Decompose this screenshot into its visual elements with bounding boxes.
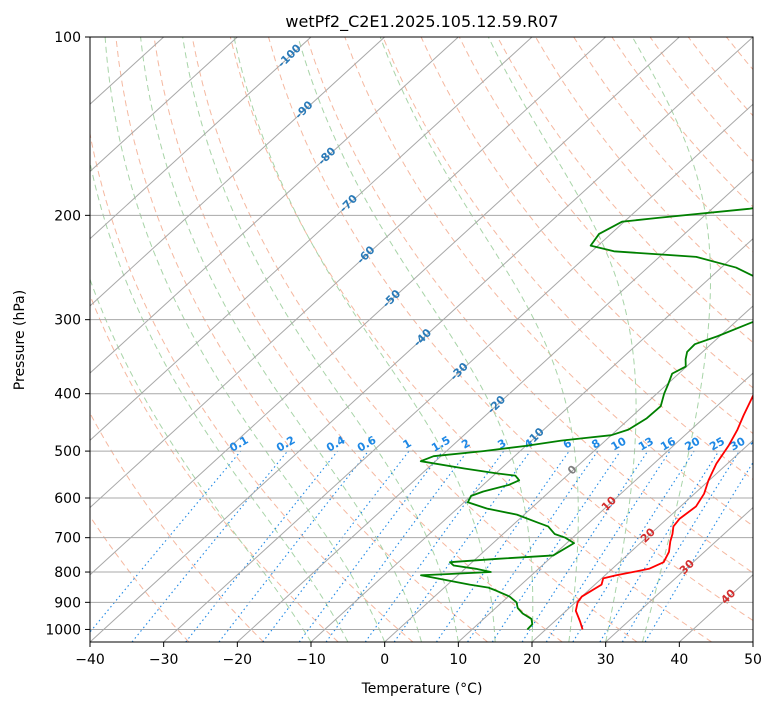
mixing-ratio-line [185, 450, 338, 642]
plot-area: -100-90-80-70-60-50-40-30-20-10010203040… [90, 37, 775, 642]
dry-adiabat [497, 37, 753, 344]
moist-adiabat [297, 37, 534, 642]
isotherm-label: -100 [275, 41, 304, 70]
dry-adiabat [90, 412, 264, 642]
moist-adiabat [104, 37, 386, 642]
y-tick-label: 200 [54, 208, 81, 224]
dry-adiabat [90, 131, 414, 642]
mixing-ratio-line [599, 450, 720, 642]
moist-adiabat [182, 37, 459, 642]
y-tick-label: 400 [54, 387, 81, 403]
y-tick-label: 500 [54, 444, 81, 460]
mixing-ratio-line [491, 450, 621, 642]
dry-adiabat [268, 37, 753, 622]
profile-lines [419, 207, 753, 631]
x-tick-label: 50 [744, 652, 762, 668]
dewpoint-line [419, 207, 753, 631]
y-tick-label: 1000 [45, 622, 81, 638]
dry-adiabat [765, 37, 775, 642]
isotherms [90, 37, 753, 642]
mixing-ratio-line [364, 450, 505, 642]
chart-title: wetPf2_C2E1.2025.105.12.59.R07 [285, 12, 558, 32]
isotherm [384, 305, 753, 642]
mixing-ratio-label: 36 [748, 434, 768, 453]
mixing-ratio-line [521, 450, 649, 642]
isotherm [90, 37, 386, 307]
dry-adiabat [573, 37, 753, 253]
x-tick-label: −30 [149, 652, 179, 668]
mixing-ratio-line [545, 450, 671, 642]
isotherm [310, 237, 753, 642]
isotherm [90, 37, 680, 576]
isotherm [605, 506, 753, 642]
moist-adiabat [140, 37, 422, 642]
dry-adiabat [420, 37, 753, 435]
y-tick-label: 100 [54, 30, 81, 46]
y-axis-label: Pressure (hPa) [12, 290, 28, 390]
isotherm [90, 37, 607, 509]
mixing-ratio-line [298, 450, 444, 642]
mixing-ratio-line [218, 450, 369, 642]
moist-adiabat [631, 37, 712, 642]
isotherm [457, 372, 753, 642]
x-axis: −40 −30 −20 −10 0 10 20 30 40 50 [75, 642, 762, 668]
isotherm [90, 37, 312, 240]
isotherm [752, 641, 753, 642]
moist-adiabat [90, 277, 312, 642]
x-tick-label: −10 [296, 652, 326, 668]
moist-adiabat [487, 37, 637, 642]
moist-adiabat [90, 160, 349, 642]
isotherm [531, 439, 753, 642]
isotherm [163, 103, 753, 642]
dry-adiabat [306, 37, 753, 574]
dry-adiabat [115, 37, 488, 642]
mixing-ratio-label: 1 [401, 437, 414, 452]
dry-adiabat [153, 37, 563, 642]
temperature-line [574, 393, 753, 630]
dry-adiabat [687, 37, 753, 117]
y-tick-label: 700 [54, 531, 81, 547]
dry-adiabat [90, 293, 339, 642]
isotherm [90, 37, 533, 442]
isotherm [90, 37, 238, 173]
isotherm [90, 37, 753, 642]
mixing-ratio-line [262, 450, 410, 642]
y-tick-label: 300 [54, 313, 81, 329]
mixing-ratio-line [393, 450, 531, 642]
mixing-ratio-line [90, 450, 242, 633]
moist-adiabats [90, 37, 712, 642]
pressure-gridlines [90, 37, 753, 630]
x-tick-label: −40 [75, 652, 105, 668]
mixing-ratio-label: 8 [589, 437, 602, 452]
x-tick-label: 30 [597, 652, 615, 668]
isotherm [90, 37, 459, 374]
x-tick-label: 10 [449, 652, 467, 668]
plot-frame [89, 36, 754, 643]
isotherm [236, 170, 753, 642]
mixing-ratio-line [621, 450, 740, 642]
y-tick-label: 600 [54, 491, 81, 507]
x-tick-label: 40 [670, 652, 688, 668]
x-tick-label: 20 [523, 652, 541, 668]
mixing-ratio-lines [90, 450, 753, 642]
mixing-ratio-line [435, 450, 570, 642]
x-tick-label: 0 [380, 652, 389, 668]
x-axis-label: Temperature (°C) [361, 681, 483, 697]
dry-adiabat [535, 37, 753, 298]
mixing-ratio-line [572, 450, 695, 642]
moist-adiabat [233, 37, 496, 642]
dry-adiabat [611, 37, 753, 208]
y-tick-label: 800 [54, 565, 81, 581]
y-axis: 1000 900 800 700 600 500 400 300 200 100 [45, 30, 90, 638]
moist-adiabat [379, 37, 579, 642]
mixing-ratio-line [131, 450, 289, 642]
mixing-ratio-line [467, 450, 599, 642]
mixing-ratio-label: 2 [459, 437, 472, 452]
x-tick-label: −20 [223, 652, 253, 668]
dry-adiabat [725, 37, 753, 71]
y-tick-label: 900 [54, 595, 81, 611]
dry-adiabat [90, 515, 190, 642]
